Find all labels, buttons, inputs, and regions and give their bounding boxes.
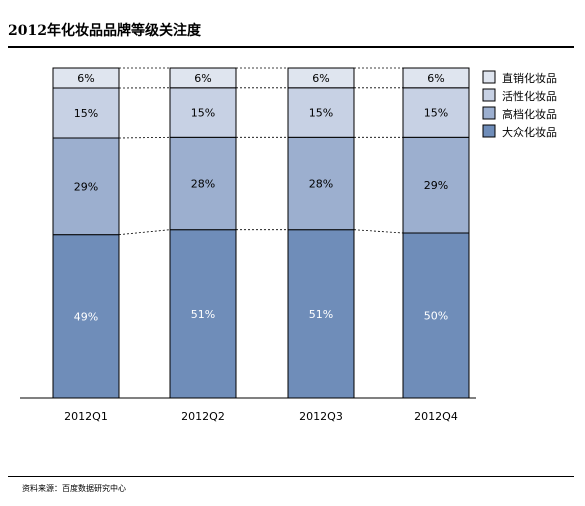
- data-label: 51%: [309, 308, 333, 321]
- data-label: 29%: [424, 179, 448, 192]
- footer-divider: [8, 476, 574, 477]
- bar-segment: [52, 67, 120, 89]
- bar-segment: [287, 87, 355, 138]
- data-label: 6%: [77, 72, 94, 85]
- data-label: 15%: [191, 107, 215, 120]
- legend-swatch: [482, 124, 496, 138]
- data-label: 51%: [191, 308, 215, 321]
- data-label: 6%: [194, 72, 211, 85]
- legend-swatch: [482, 88, 496, 102]
- legend-swatch: [482, 106, 496, 120]
- bar-segment: [402, 136, 470, 234]
- x-tick-label: 2012Q3: [299, 410, 343, 423]
- bar-segment: [169, 87, 237, 138]
- bar-segment: [52, 234, 120, 399]
- legend-swatch: [482, 70, 496, 84]
- legend-label: 直销化妆品: [502, 71, 557, 85]
- data-label: 15%: [309, 107, 333, 120]
- x-tick-label: 2012Q1: [64, 410, 108, 423]
- page-title: 2012年化妆品品牌等级关注度: [8, 23, 201, 39]
- data-label: 50%: [424, 310, 448, 323]
- data-label: 6%: [427, 72, 444, 85]
- title-bar: 2012年化妆品品牌等级关注度: [8, 18, 574, 48]
- bar-segment: [169, 136, 237, 231]
- connector-line: [353, 229, 404, 234]
- bar-segment: [402, 232, 470, 399]
- source-note: 资料来源：百度数据研究中心: [22, 484, 126, 493]
- data-label: 29%: [74, 180, 98, 193]
- data-label: 28%: [309, 178, 333, 191]
- x-tick-label: 2012Q4: [414, 410, 458, 423]
- legend-label: 大众化妆品: [502, 125, 557, 139]
- legend-label: 高档化妆品: [502, 107, 557, 121]
- connector-line: [118, 229, 171, 236]
- legend-label: 活性化妆品: [502, 89, 557, 103]
- data-label: 6%: [312, 72, 329, 85]
- bar-segment: [287, 67, 355, 89]
- data-label: 28%: [191, 178, 215, 191]
- bar-segment: [402, 87, 470, 138]
- data-label: 15%: [424, 107, 448, 120]
- bar-segment: [402, 67, 470, 89]
- connector-line: [118, 136, 171, 139]
- x-tick-label: 2012Q2: [181, 410, 225, 423]
- bar-segment: [287, 136, 355, 231]
- bar-segment: [169, 67, 237, 89]
- bar-segment: [52, 87, 120, 139]
- data-label: 49%: [74, 310, 98, 323]
- data-label: 15%: [74, 107, 98, 120]
